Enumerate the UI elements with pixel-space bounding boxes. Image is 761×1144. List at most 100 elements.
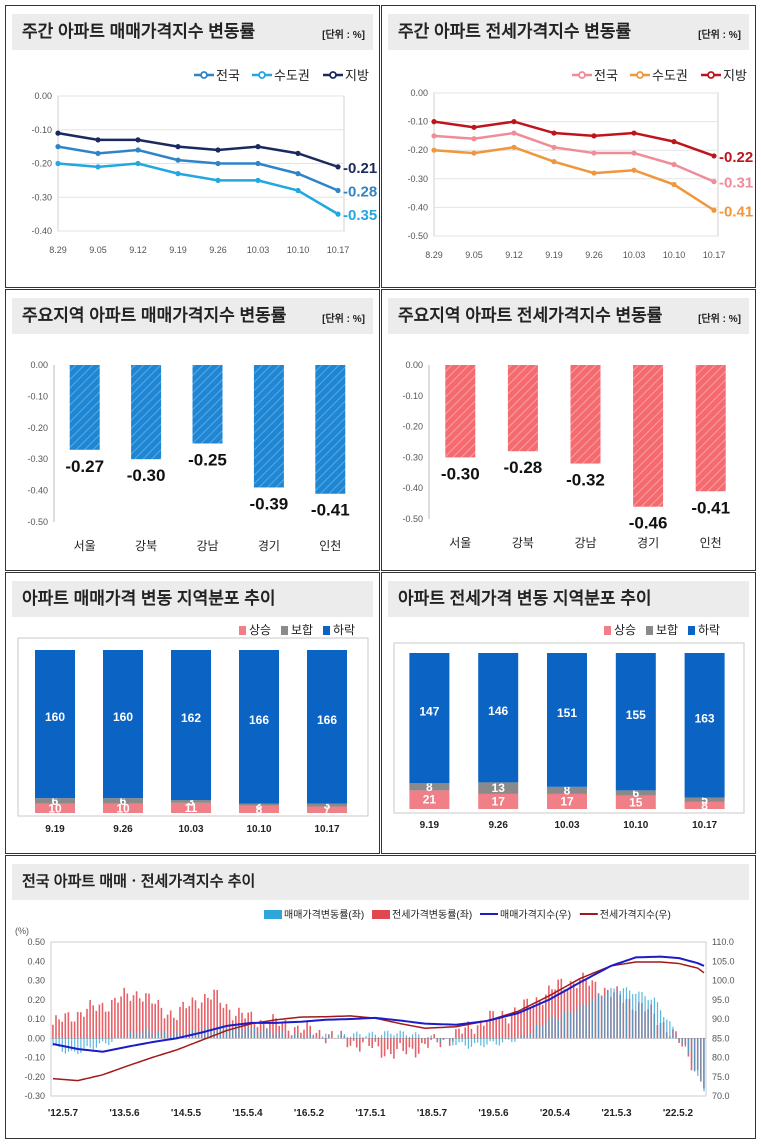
- jeonse-rate-bar: [107, 1011, 110, 1039]
- stacked-segment: [171, 800, 211, 803]
- jeonse-rate-bar: [306, 1020, 308, 1039]
- sale-rate-bar: [489, 1038, 491, 1042]
- jeonse-rate-bar: [501, 1010, 504, 1039]
- jeonse-rate-bar: [548, 985, 550, 1039]
- stacked-segment: [409, 653, 450, 784]
- sale-rate-bar: [408, 1036, 411, 1039]
- y-tick-label: -0.50: [27, 517, 48, 527]
- category-label: 9.19: [420, 820, 440, 831]
- sale-rate-bar: [95, 1038, 97, 1048]
- bar-value-label: -0.27: [65, 457, 104, 476]
- sale-rate-bar: [563, 1011, 566, 1039]
- sale-rate-bar: [374, 1034, 376, 1039]
- data-point: [135, 137, 141, 143]
- sale-rate-bar: [244, 1030, 246, 1039]
- jeonse-rate-bar: [86, 1008, 88, 1039]
- legend-swatch: [323, 626, 330, 635]
- bar-value-label: -0.41: [311, 501, 350, 520]
- jeonse-rate-bar: [383, 1038, 386, 1057]
- sale-rate-bar: [58, 1038, 60, 1048]
- stacked-segment: [239, 805, 279, 813]
- x-tick-label: 9.05: [465, 250, 483, 260]
- bar: [445, 365, 476, 458]
- data-point: [471, 136, 477, 142]
- x-tick-label: '18.5.7: [417, 1108, 448, 1119]
- legend-swatch: [372, 910, 390, 919]
- jeonse-rate-bar: [349, 1038, 352, 1046]
- jeonse-rate-bar: [510, 1014, 513, 1039]
- jeonse-rate-bar: [76, 1011, 79, 1039]
- segment-value-label: 151: [557, 706, 577, 720]
- sale-rate-bar: [672, 1026, 674, 1039]
- panel-title: 아파트 매매가격 변동 지역분포 추이: [12, 581, 373, 617]
- bar-value-label: -0.32: [566, 471, 605, 490]
- x-tick-label: 9.12: [505, 250, 523, 260]
- sale-rate-bar: [319, 1038, 321, 1040]
- jeonse-rate-bar: [163, 1018, 166, 1039]
- sale-rate-bar: [126, 1035, 128, 1039]
- sale-rate-bar: [532, 1028, 535, 1039]
- sale-rate-bar: [678, 1038, 680, 1042]
- y-tick-label: -0.30: [402, 452, 423, 462]
- sale-rate-bar: [291, 1036, 293, 1039]
- x-tick-label: '14.5.5: [171, 1108, 202, 1119]
- sale-rate-bar: [396, 1033, 398, 1039]
- jeonse-rate-bar: [675, 1031, 677, 1039]
- plot-frame: [17, 637, 369, 817]
- sale-rate-bar: [384, 1031, 386, 1039]
- data-point: [215, 147, 221, 153]
- sale-rate-bar: [312, 1034, 314, 1039]
- sale-rate-bar: [520, 1034, 522, 1039]
- sale-rate-bar: [272, 1034, 274, 1039]
- sale-rate-bar: [439, 1038, 442, 1043]
- sale-rate-bar: [74, 1038, 76, 1052]
- sale-rate-bar: [77, 1038, 79, 1055]
- jeonse-rate-bar: [52, 1024, 54, 1039]
- sale-rate-bar: [102, 1038, 104, 1042]
- jeonse-rate-bar: [197, 1008, 200, 1039]
- segment-value-label: 6: [52, 794, 59, 808]
- sale-rate-bar: [480, 1038, 482, 1046]
- jeonse-region-panel: 주요지역 아파트 전세가격지수 변동률 [단위 : %] 0.00 -0.10 -0…: [381, 289, 756, 571]
- jeonse-rate-bar: [439, 1038, 442, 1048]
- sale-rate-bar: [681, 1038, 683, 1045]
- sale-rate-bar: [641, 991, 643, 1039]
- sale-rate-bar: [210, 1030, 212, 1039]
- stacked-segment: [615, 795, 656, 809]
- sale-rate-bar: [470, 1038, 473, 1047]
- sale-rate-bar: [619, 991, 621, 1039]
- stacked-segment: [478, 653, 519, 783]
- legend-label: 매매가격변동률(좌): [284, 908, 364, 921]
- jeonse-rate-bar: [541, 1004, 544, 1039]
- sale-rate-bar: [362, 1037, 364, 1039]
- category-label: 9.26: [113, 824, 133, 835]
- sale-rate-bar: [238, 1026, 240, 1039]
- jeonse-rate-bar: [250, 1011, 253, 1039]
- y-tick-label: 0.00: [410, 88, 428, 98]
- sale-rate-bar: [136, 1033, 138, 1039]
- stacked-segment: [547, 653, 587, 787]
- jeonse-rate-bar: [467, 1021, 470, 1039]
- stacked-segment: [409, 790, 450, 809]
- sale-rate-bar: [629, 990, 631, 1039]
- segment-value-label: 7: [324, 803, 331, 817]
- jeonse-rate-bar: [114, 997, 116, 1039]
- stacked-segment: [239, 650, 279, 804]
- sale-rate-bar: [430, 1035, 432, 1039]
- bar-value-label: -0.25: [188, 451, 227, 470]
- jeonse-rate-bar: [126, 993, 129, 1039]
- sale-rate-bar: [260, 1032, 262, 1039]
- data-point: [511, 144, 517, 150]
- segment-value-label: 163: [695, 711, 715, 725]
- bar-value-label: -0.30: [127, 466, 166, 485]
- jeonse-rate-bar: [216, 990, 218, 1039]
- legend-marker: [258, 71, 266, 79]
- sale-rate-bar: [660, 1010, 662, 1039]
- segment-value-label: 160: [45, 710, 65, 724]
- stacked-segment: [615, 790, 656, 796]
- jeonse-rate-bar: [495, 1019, 497, 1039]
- sale-rate-bar: [526, 1036, 528, 1039]
- y-tick-label: -0.30: [31, 192, 52, 202]
- segment-value-label: 10: [116, 801, 130, 815]
- jeonse-rate-bar: [123, 987, 125, 1039]
